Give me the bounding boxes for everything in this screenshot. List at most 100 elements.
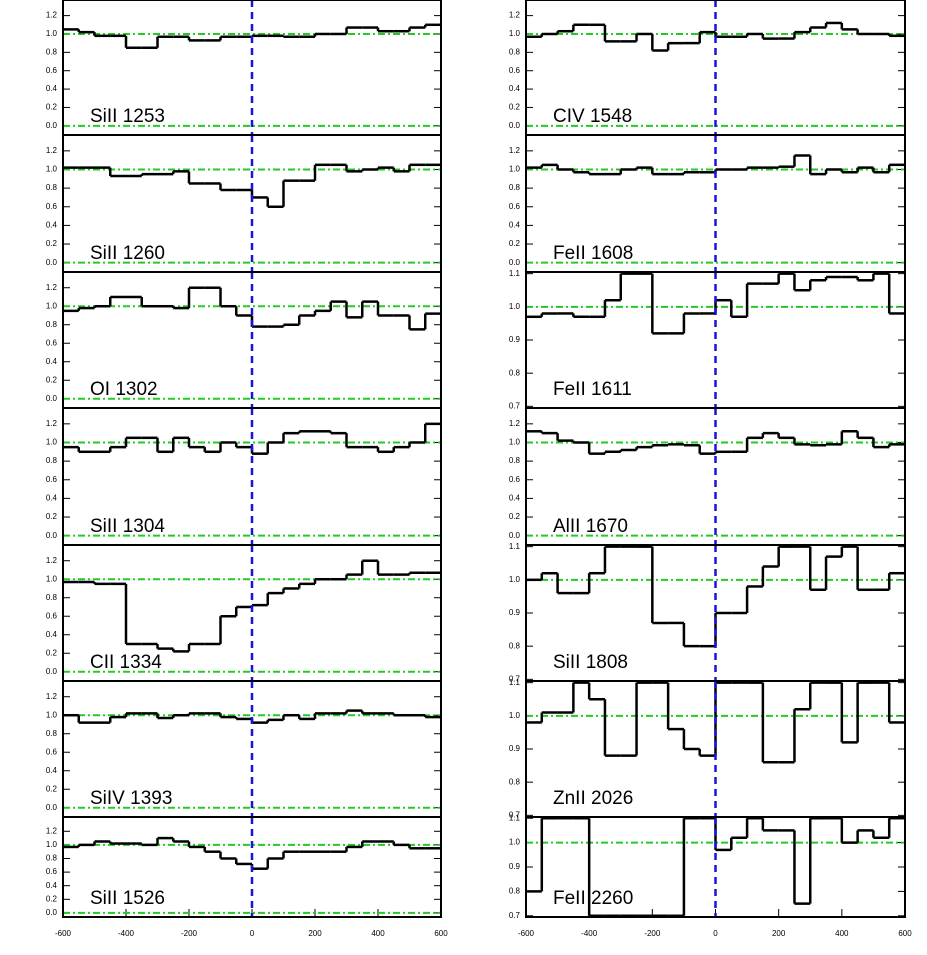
x-tick-label: 200 <box>772 929 786 938</box>
y-tick-label: 0.4 <box>46 221 58 230</box>
y-tick-label: 1.0 <box>46 301 58 310</box>
y-tick-label: 1.1 <box>509 269 521 278</box>
spectrum <box>63 559 441 653</box>
y-tick-label: 0.4 <box>46 766 58 775</box>
spectrum <box>526 21 905 52</box>
y-tick-label: 0.4 <box>46 494 58 503</box>
y-tick-label: 0.9 <box>509 335 521 344</box>
y-tick-label: 0.2 <box>509 512 521 521</box>
y-tick-label: 1.0 <box>46 840 58 849</box>
spectrum <box>526 681 905 764</box>
line-label: FeII 2260 <box>553 888 633 909</box>
y-tick-label: 0.0 <box>46 667 58 676</box>
y-tick-label: 1.2 <box>46 419 58 428</box>
y-tick-label: 1.2 <box>46 283 58 292</box>
y-tick-label: 0.6 <box>509 202 521 211</box>
y-tick-label: 0.6 <box>509 475 521 484</box>
y-tick-label: 1.2 <box>46 692 58 701</box>
y-tick-label: 0.4 <box>46 357 58 366</box>
spectrum <box>63 836 441 870</box>
y-tick-label: 0.6 <box>46 611 58 620</box>
y-tick-label: 0.6 <box>46 475 58 484</box>
y-tick-label: 0.6 <box>46 867 58 876</box>
y-tick-label: 0.6 <box>46 747 58 756</box>
y-tick-label: 0.2 <box>509 103 521 112</box>
y-tick-label: 0.6 <box>46 66 58 75</box>
y-tick-label: 0.2 <box>46 375 58 384</box>
panel-frame <box>525 816 906 918</box>
spectrum <box>63 286 441 331</box>
y-tick-label: 0.2 <box>509 239 521 248</box>
spectrum <box>63 163 441 209</box>
x-tick-label: 600 <box>898 929 912 938</box>
y-tick-label: 0.6 <box>509 66 521 75</box>
y-tick-label: 0.2 <box>46 512 58 521</box>
y-tick-label: 1.2 <box>46 146 58 155</box>
spectrum <box>526 817 905 917</box>
y-tick-label: 0.8 <box>509 47 521 56</box>
y-tick-label: 0.2 <box>46 103 58 112</box>
y-tick-label: 1.0 <box>509 29 521 38</box>
y-tick-label: 1.0 <box>509 165 521 174</box>
y-tick-label: 0.0 <box>46 258 58 267</box>
y-tick-label: 0.4 <box>509 84 521 93</box>
y-tick-label: 0.6 <box>46 338 58 347</box>
y-tick-label: 1.0 <box>509 302 521 311</box>
y-tick-label: 0.7 <box>509 401 521 410</box>
x-tick-label: 0 <box>713 929 718 938</box>
y-tick-label: 0.8 <box>509 456 521 465</box>
line-label: CII 1334 <box>90 652 162 673</box>
y-tick-label: 1.0 <box>509 575 521 584</box>
line-label: SiII 1526 <box>90 888 165 909</box>
y-tick-label: 0.4 <box>46 84 58 93</box>
y-tick-label: 0.8 <box>509 183 521 192</box>
x-tick-label: 0 <box>250 929 255 938</box>
y-tick-label: 0.0 <box>509 258 521 267</box>
y-tick-label: 1.0 <box>509 711 521 720</box>
line-label: SiII 1260 <box>90 243 165 264</box>
y-tick-label: 1.2 <box>46 556 58 565</box>
y-tick-label: 1.0 <box>46 29 58 38</box>
y-tick-label: 0.7 <box>509 911 521 920</box>
y-tick-label: 1.2 <box>46 826 58 835</box>
y-tick-label: 0.7 <box>509 674 521 683</box>
y-tick-label: 0.8 <box>46 854 58 863</box>
spectrum <box>526 430 905 455</box>
line-label: ZnII 2026 <box>553 788 633 809</box>
y-tick-label: 1.0 <box>46 574 58 583</box>
y-tick-label: 0.8 <box>509 777 521 786</box>
y-tick-label: 0.8 <box>509 368 521 377</box>
y-tick-label: 1.0 <box>46 165 58 174</box>
x-tick-label: -200 <box>644 929 661 938</box>
y-tick-label: 0.2 <box>46 784 58 793</box>
y-tick-label: 1.1 <box>509 813 521 822</box>
line-label: OI 1302 <box>90 379 158 400</box>
y-tick-label: 1.1 <box>509 678 521 687</box>
y-tick-label: 1.2 <box>509 146 521 155</box>
x-tick-label: -400 <box>118 929 135 938</box>
spectrum <box>63 23 441 50</box>
x-tick-label: -400 <box>581 929 598 938</box>
y-tick-label: 0.8 <box>46 729 58 738</box>
spectrum <box>526 154 905 176</box>
y-tick-label: 0.8 <box>46 183 58 192</box>
y-tick-label: 0.0 <box>509 531 521 540</box>
y-tick-label: 0.7 <box>509 810 521 819</box>
line-label: SiII 1304 <box>90 516 165 537</box>
y-tick-label: 0.9 <box>509 608 521 617</box>
y-tick-label: 0.0 <box>46 121 58 130</box>
x-tick-label: -200 <box>181 929 198 938</box>
line-label: FeII 1611 <box>553 379 632 400</box>
y-tick-label: 0.0 <box>46 531 58 540</box>
x-tick-label: -600 <box>55 929 72 938</box>
y-tick-label: 0.4 <box>509 494 521 503</box>
spectrum <box>526 545 905 648</box>
y-tick-label: 1.2 <box>509 419 521 428</box>
y-tick-label: 0.4 <box>46 630 58 639</box>
y-tick-label: 0.8 <box>46 456 58 465</box>
y-tick-label: 1.2 <box>509 11 521 20</box>
y-tick-label: 0.8 <box>46 47 58 56</box>
y-tick-label: 0.2 <box>46 239 58 248</box>
y-tick-label: 1.1 <box>509 542 521 551</box>
y-tick-label: 1.0 <box>509 438 521 447</box>
